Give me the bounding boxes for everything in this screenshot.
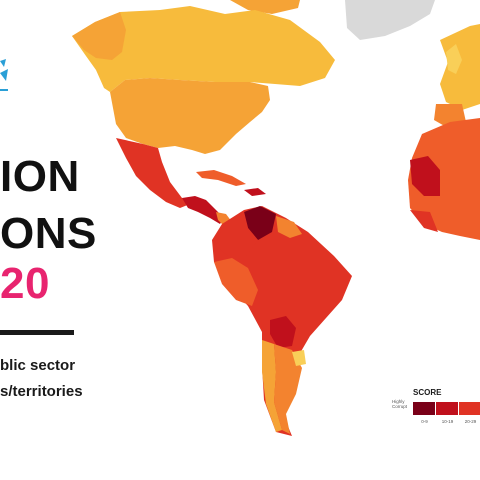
europe-region: [440, 24, 480, 110]
mexico-region: [116, 138, 190, 208]
canada-region: [72, 6, 335, 92]
west-africa-region: [410, 210, 438, 232]
legend-swatch-10-19: [436, 402, 458, 415]
logo-icon: [0, 59, 8, 91]
guyana-region: [276, 216, 302, 238]
uruguay-region: [292, 350, 306, 366]
uk-region: [446, 44, 462, 74]
title-line-3: 20: [0, 259, 50, 308]
colombia-region: [216, 212, 258, 256]
title-divider: [0, 330, 74, 335]
hispaniola-region: [244, 188, 266, 196]
chile-region: [262, 340, 282, 432]
peru-region: [214, 258, 258, 306]
subtitle-line-1: blic sector: [0, 357, 76, 374]
legend-swatch-20-29: [459, 402, 480, 415]
legend-color-scale: [413, 402, 480, 415]
greenland-region: [345, 0, 435, 40]
usa-region: [110, 78, 270, 154]
venezuela-region: [244, 206, 276, 240]
central-america-region: [182, 196, 224, 224]
title-line-2: ONS: [0, 209, 97, 258]
legend-swatch-0-9: [413, 402, 435, 415]
legend-range-label: 20-29: [464, 419, 477, 424]
argentina-region: [274, 344, 302, 434]
subtitle-line-2: s/territories: [0, 383, 83, 400]
mauritania-region: [410, 156, 440, 196]
legend-range-labels: 0-9 10-19 20-29: [413, 419, 480, 424]
legend-range-label: 0-9: [421, 419, 428, 424]
legend-highly-corrupt-label: Highly Corrupt: [392, 399, 408, 409]
paraguay-region: [270, 316, 296, 348]
alaska-region: [72, 12, 126, 60]
arctic-island-region: [230, 0, 300, 14]
legend-range-label: 10-19: [441, 419, 454, 424]
title-line-1: ION: [0, 152, 80, 201]
legend-title: SCORE: [413, 388, 442, 397]
africa-region: [408, 118, 480, 240]
cuba-region: [196, 170, 246, 186]
